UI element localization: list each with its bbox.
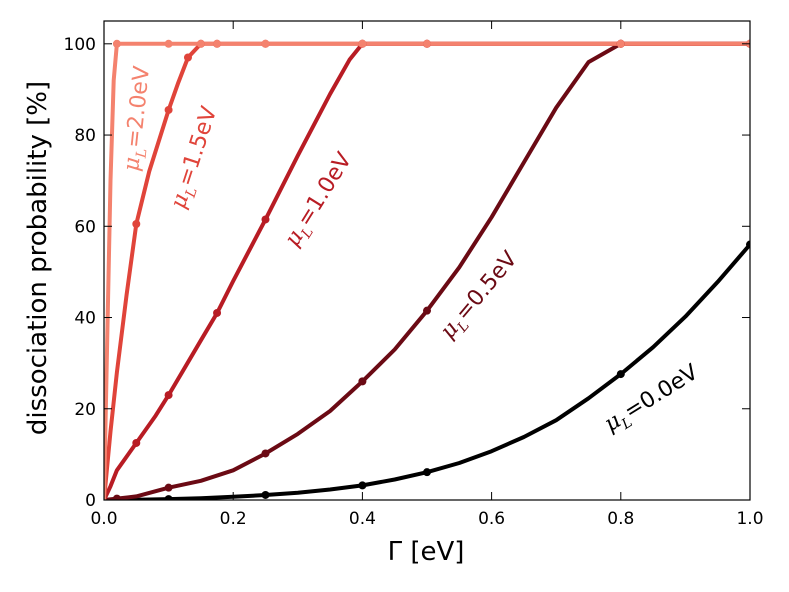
data-point-s2-0 xyxy=(132,438,141,447)
axis-labels: Γ [eV] dissociation probability [%] xyxy=(23,81,464,567)
data-point-s1-0 xyxy=(112,494,121,500)
data-point-s2-2 xyxy=(213,308,222,317)
y-tick-label-2: 40 xyxy=(74,309,96,329)
curve-label-value-3: =0.5eV xyxy=(451,247,523,326)
data-point-s0-5 xyxy=(616,370,625,379)
curve-label-value-0: =2.0eV xyxy=(122,65,155,149)
data-point-s4-2 xyxy=(196,39,205,48)
y-tick-label-0: 0 xyxy=(85,491,96,511)
curve-label-mu-0: μ xyxy=(119,156,145,173)
series-line-4 xyxy=(104,41,750,500)
data-point-s3-2 xyxy=(183,53,192,62)
y-axis-label: dissociation probability [%] xyxy=(23,81,53,435)
curve-label-value-2: =1.0eV xyxy=(292,148,357,231)
data-point-s1-4 xyxy=(423,306,431,315)
plot-frame xyxy=(103,20,751,501)
data-point-s0-3 xyxy=(358,481,367,490)
y-tick-label-4: 80 xyxy=(74,126,96,146)
x-axis-label: Γ [eV] xyxy=(388,537,465,567)
data-point-s4-7 xyxy=(616,39,625,48)
data-point-s4-0 xyxy=(112,39,121,48)
data-point-s0-2 xyxy=(261,490,270,499)
y-tick-label-3: 60 xyxy=(74,217,96,237)
x-tick-label-0: 0.0 xyxy=(90,509,117,529)
data-point-s4-4 xyxy=(261,39,270,48)
data-point-s2-3 xyxy=(261,215,270,224)
axes: 0.0 0.2 0.4 0.6 0.8 1.0 0 20 40 60 80 100 xyxy=(64,20,764,529)
data-point-s1-3 xyxy=(358,377,367,386)
x-tick-label-1: 0.2 xyxy=(220,509,247,529)
curve-label-4: μL=0.0eV xyxy=(600,360,705,441)
data-point-s4-5 xyxy=(358,39,367,48)
data-point-s1-2 xyxy=(261,449,270,458)
data-point-s3-0 xyxy=(132,220,141,229)
y-tick-label-5: 100 xyxy=(64,35,96,55)
curve-label-1: μL=1.5eV xyxy=(166,104,226,213)
curve-label-value-4: =0.0eV xyxy=(620,360,703,425)
x-tick-label-2: 0.4 xyxy=(349,509,376,529)
x-tick-label-3: 0.6 xyxy=(478,509,505,529)
curve-label-value-1: =1.5eV xyxy=(173,104,222,190)
series-line-0 xyxy=(104,242,750,500)
y-tick-label-1: 20 xyxy=(74,400,96,420)
data-point-s2-1 xyxy=(164,391,173,400)
x-tick-label-4: 0.8 xyxy=(607,509,634,529)
data-point-s0-1 xyxy=(164,495,173,500)
data-point-s3-1 xyxy=(164,105,173,114)
plot-area xyxy=(104,39,750,500)
curve-label-3: μL=0.5eV xyxy=(435,247,525,347)
data-point-s1-1 xyxy=(164,483,173,492)
data-point-s0-4 xyxy=(423,468,431,477)
data-point-s4-1 xyxy=(164,39,173,48)
data-point-s4-6 xyxy=(423,39,431,48)
data-point-s0-6 xyxy=(746,240,750,249)
curve-label-sub-1: L xyxy=(182,186,200,201)
data-point-s4-3 xyxy=(213,39,222,48)
x-tick-label-5: 1.0 xyxy=(736,509,763,529)
curve-label-sub-0: L xyxy=(133,148,150,160)
